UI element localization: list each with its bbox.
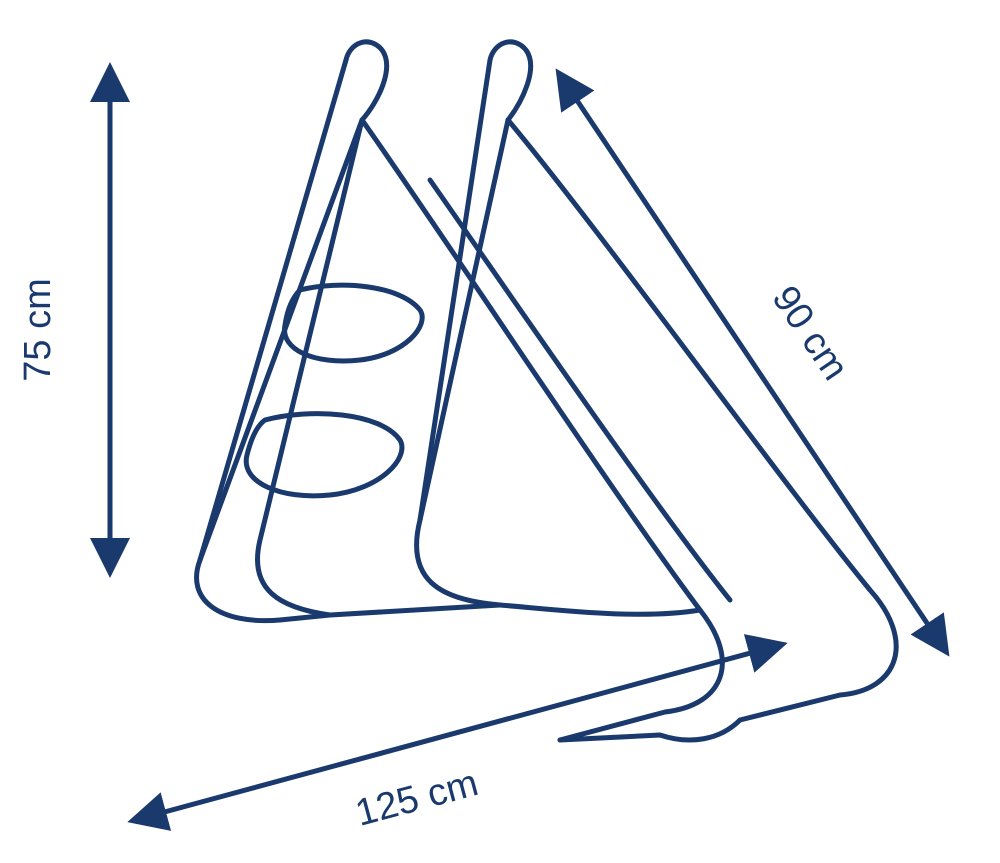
outline-slide_inner_left: [430, 180, 730, 600]
dim-label-footprint: 125 cm: [351, 762, 482, 835]
dimension-diagram: 75 cm 125 cm 90 cm: [0, 0, 1000, 863]
outline-step_lower: [246, 414, 402, 496]
outline-near_rail_top: [490, 42, 531, 120]
outline-base_mid: [330, 605, 500, 615]
outline-slide_surface_left: [362, 120, 722, 740]
dim-label-slide_length: 90 cm: [764, 279, 857, 388]
dim-label-height: 75 cm: [17, 278, 59, 381]
outline-base_front_foot: [560, 720, 740, 740]
slide-outline: [197, 42, 897, 740]
dim-arrow-slide_length: [560, 75, 945, 650]
dimension-labels: 75 cm 125 cm 90 cm: [17, 278, 856, 835]
